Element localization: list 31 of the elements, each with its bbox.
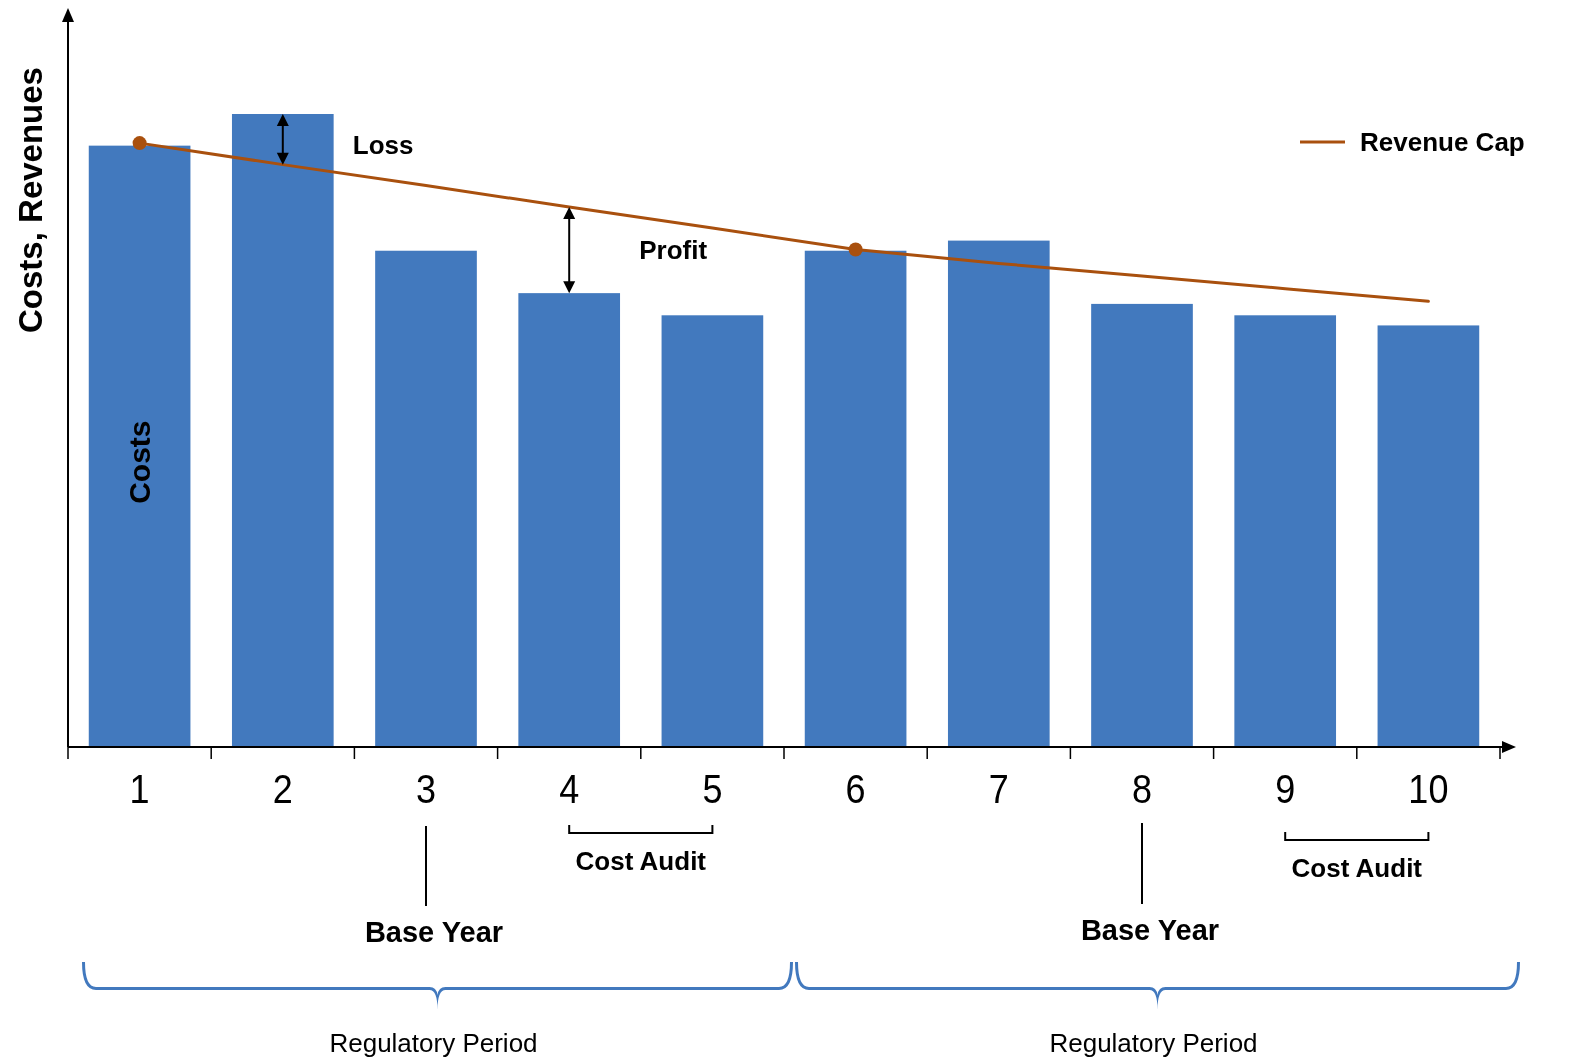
x-tick-label: 7 bbox=[988, 767, 1009, 812]
x-tick-label: 8 bbox=[1131, 767, 1153, 812]
x-tick-label: 4 bbox=[559, 767, 580, 812]
annotation: Profit bbox=[639, 235, 708, 266]
x-tick-label: 6 bbox=[845, 767, 866, 812]
text: Cost Audit bbox=[1291, 853, 1423, 883]
x-tick-label: 10 bbox=[1408, 767, 1449, 812]
x-tick-label: 1 bbox=[129, 767, 150, 812]
x-tick-label: 9 bbox=[1275, 767, 1296, 812]
text: Base Year bbox=[364, 916, 504, 948]
annotation: Loss bbox=[352, 130, 414, 160]
y-axis-title: Costs, Revenues bbox=[12, 67, 49, 333]
annotation: Costs bbox=[122, 420, 156, 504]
bar bbox=[518, 293, 621, 747]
bar bbox=[947, 240, 1050, 747]
bar bbox=[1377, 325, 1480, 747]
bar bbox=[1091, 303, 1193, 747]
text: Cost Audit bbox=[575, 846, 707, 876]
bar bbox=[88, 145, 191, 747]
x-tick-label: 3 bbox=[415, 767, 437, 812]
bar bbox=[231, 114, 334, 747]
text: Regulatory Period bbox=[329, 1028, 538, 1058]
legend-label: Revenue Cap bbox=[1360, 127, 1525, 157]
text: Base Year bbox=[1080, 914, 1220, 946]
x-tick-label: 2 bbox=[272, 767, 293, 812]
bar bbox=[375, 250, 477, 747]
x-tick-label: 5 bbox=[702, 767, 723, 812]
bar bbox=[804, 250, 907, 747]
bar bbox=[661, 315, 764, 747]
text: Regulatory Period bbox=[1049, 1028, 1258, 1058]
bar bbox=[1234, 315, 1337, 747]
